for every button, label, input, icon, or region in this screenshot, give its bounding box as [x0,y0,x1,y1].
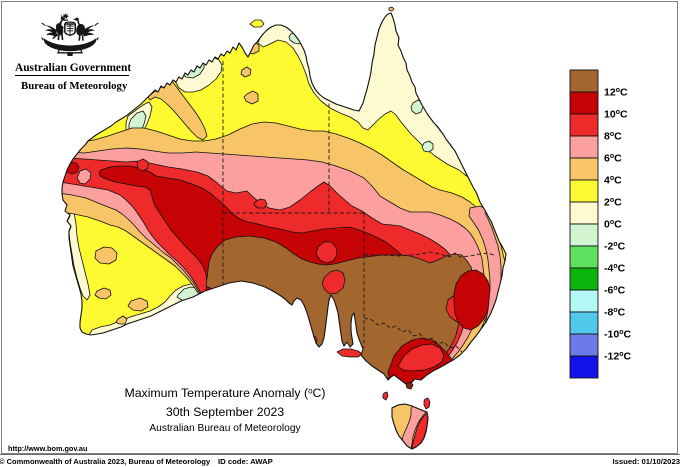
svg-text:2oC: 2oC [604,196,622,208]
svg-text:Australian Bureau of Meteorolo: Australian Bureau of Meteorology [149,423,301,434]
svg-text:6oC: 6oC [604,152,622,164]
svg-text:10oC: 10oC [604,108,628,120]
svg-text:ID code: AWAP: ID code: AWAP [218,457,273,466]
svg-text:0oC: 0oC [604,218,622,230]
svg-text:-4oC: -4oC [604,262,626,274]
svg-text:4oC: 4oC [604,174,622,186]
svg-text:8oC: 8oC [604,130,622,142]
svg-text:-6oC: -6oC [604,284,626,296]
svg-text:30th September 2023: 30th September 2023 [166,405,284,419]
svg-text:Bureau of Meteorology: Bureau of Meteorology [21,80,128,92]
svg-text:Issued: 01/10/2023: Issued: 01/10/2023 [612,457,680,466]
svg-text:http://www.bom.gov.au: http://www.bom.gov.au [8,444,87,453]
svg-text:-12oC: -12oC [604,350,631,362]
svg-text:-10oC: -10oC [604,328,631,340]
svg-text:-2oC: -2oC [604,240,626,252]
svg-text:Maximum Temperature Anomaly (o: Maximum Temperature Anomaly (oC) [124,386,325,400]
svg-text:12oC: 12oC [604,86,628,98]
svg-text:Australian Government: Australian Government [15,62,131,74]
svg-text:-8oC: -8oC [604,306,626,318]
svg-text:© Commonwealth of Australia 20: © Commonwealth of Australia 2023, Bureau… [0,457,211,466]
